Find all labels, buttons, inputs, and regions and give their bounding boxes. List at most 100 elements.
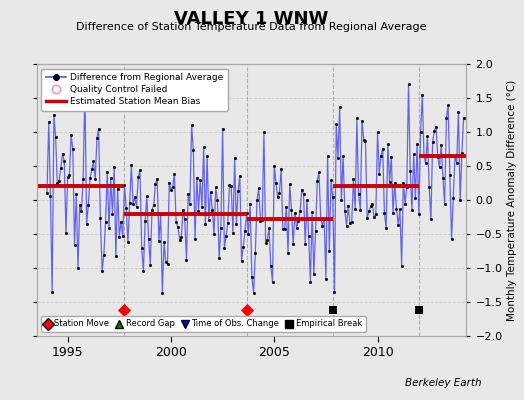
Point <box>267 263 275 269</box>
Point <box>148 207 156 213</box>
Point <box>363 215 372 222</box>
Point <box>222 233 230 240</box>
Point <box>217 225 225 231</box>
Point <box>203 153 211 160</box>
Point <box>75 202 84 208</box>
Point <box>405 81 413 88</box>
Point <box>351 206 359 212</box>
Point <box>279 226 287 232</box>
Point <box>339 152 347 159</box>
Point <box>349 176 357 182</box>
Point <box>246 201 254 208</box>
Point <box>210 231 218 237</box>
Point <box>143 193 151 199</box>
Point <box>208 206 216 213</box>
Point <box>188 122 196 128</box>
Point <box>77 208 85 214</box>
Point <box>409 151 418 157</box>
Point <box>151 180 160 187</box>
Point <box>356 206 365 213</box>
Point <box>329 307 337 313</box>
Point <box>310 271 318 277</box>
Point <box>359 137 368 143</box>
Point <box>103 169 112 175</box>
Point <box>157 211 165 218</box>
Point <box>234 187 242 194</box>
Point <box>268 279 277 285</box>
Point <box>163 261 172 267</box>
Point <box>390 180 399 186</box>
Point <box>255 185 263 191</box>
Point <box>289 241 298 248</box>
Point <box>139 268 148 274</box>
Point <box>121 182 129 188</box>
Point <box>158 290 167 296</box>
Point <box>149 202 158 208</box>
Point <box>261 240 270 246</box>
Point <box>427 216 435 223</box>
Point <box>122 205 130 212</box>
Point <box>189 147 198 153</box>
Point <box>265 224 274 231</box>
Point <box>311 228 320 234</box>
Point <box>220 245 228 251</box>
Point <box>444 102 452 108</box>
Point <box>272 180 280 186</box>
Point <box>232 220 241 227</box>
Point <box>236 173 244 179</box>
Point <box>100 252 108 258</box>
Point <box>354 191 363 198</box>
Point <box>229 230 237 236</box>
Point <box>133 204 141 210</box>
Point <box>69 146 77 152</box>
Point <box>373 129 381 135</box>
Point <box>239 244 247 250</box>
Point <box>284 250 292 256</box>
Point <box>406 167 414 174</box>
Point <box>337 197 345 204</box>
Point <box>169 184 177 190</box>
Point <box>173 224 182 230</box>
Point <box>219 125 227 132</box>
Point <box>185 200 194 207</box>
Point <box>193 174 201 181</box>
Point <box>375 170 384 177</box>
Point <box>137 244 146 251</box>
Point <box>308 209 316 215</box>
Point <box>442 115 451 122</box>
Point <box>306 279 314 285</box>
Point <box>291 210 299 216</box>
Point <box>397 262 406 269</box>
Point <box>155 238 163 244</box>
Point <box>251 250 259 256</box>
Point <box>160 239 168 245</box>
Point <box>225 182 234 188</box>
Point <box>421 160 430 166</box>
Point <box>60 157 69 164</box>
Point <box>81 84 89 91</box>
Point <box>387 154 396 160</box>
Point <box>435 164 444 170</box>
Point <box>423 133 432 140</box>
Point <box>301 240 309 247</box>
Point <box>170 171 179 177</box>
Point <box>282 204 290 210</box>
Point <box>167 187 175 193</box>
Point <box>425 184 433 190</box>
Point <box>413 141 421 147</box>
Point <box>380 210 389 216</box>
Point <box>346 220 354 227</box>
Point <box>248 274 256 280</box>
Point <box>129 201 137 208</box>
Point <box>411 195 420 201</box>
Point <box>437 142 445 148</box>
Point <box>418 91 427 98</box>
Point <box>323 152 332 159</box>
Point <box>263 236 271 243</box>
Point <box>417 129 425 135</box>
Point <box>377 152 385 159</box>
Point <box>179 207 187 214</box>
Point <box>358 118 366 124</box>
Point <box>96 214 105 221</box>
Point <box>86 175 94 182</box>
